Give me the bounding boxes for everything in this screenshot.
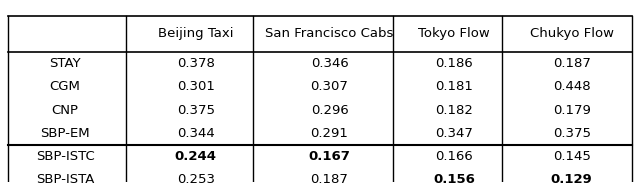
Text: San Francisco Cabs: San Francisco Cabs [266, 27, 394, 40]
Text: 0.166: 0.166 [435, 150, 473, 163]
Text: 0.244: 0.244 [175, 150, 217, 163]
Text: 0.253: 0.253 [177, 173, 215, 186]
Text: 0.182: 0.182 [435, 104, 473, 117]
Text: 0.187: 0.187 [310, 173, 349, 186]
Text: 0.344: 0.344 [177, 127, 214, 140]
Text: 0.187: 0.187 [553, 57, 591, 70]
Text: 0.156: 0.156 [433, 173, 475, 186]
Text: CNP: CNP [52, 104, 79, 117]
Text: Beijing Taxi: Beijing Taxi [158, 27, 234, 40]
Text: CGM: CGM [50, 80, 81, 93]
Text: 0.346: 0.346 [310, 57, 348, 70]
Text: 0.347: 0.347 [435, 127, 473, 140]
Text: 0.378: 0.378 [177, 57, 214, 70]
Text: 0.145: 0.145 [553, 150, 591, 163]
Text: 0.375: 0.375 [553, 127, 591, 140]
Text: 0.186: 0.186 [435, 57, 473, 70]
Text: 0.448: 0.448 [553, 80, 591, 93]
Text: 0.375: 0.375 [177, 104, 215, 117]
Text: SBP-ISTA: SBP-ISTA [36, 173, 94, 186]
Text: 0.301: 0.301 [177, 80, 214, 93]
Text: Chukyo Flow: Chukyo Flow [530, 27, 614, 40]
Text: 0.167: 0.167 [308, 150, 351, 163]
Text: SBP-ISTC: SBP-ISTC [36, 150, 95, 163]
Text: 0.291: 0.291 [310, 127, 349, 140]
Text: 0.129: 0.129 [551, 173, 593, 186]
Text: STAY: STAY [49, 57, 81, 70]
Text: 0.181: 0.181 [435, 80, 473, 93]
Text: 0.296: 0.296 [310, 104, 348, 117]
Text: 0.179: 0.179 [553, 104, 591, 117]
Text: SBP-EM: SBP-EM [40, 127, 90, 140]
Text: Tokyo Flow: Tokyo Flow [418, 27, 490, 40]
Text: 0.307: 0.307 [310, 80, 349, 93]
